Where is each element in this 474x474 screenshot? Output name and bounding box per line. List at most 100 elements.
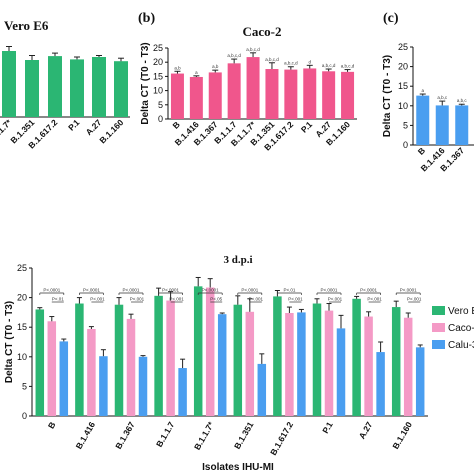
significance-label: P<.001 (90, 297, 105, 302)
significance-letters: a,b,c,d (246, 47, 260, 52)
x-tick-label: B.1.367 (113, 420, 137, 451)
bar-calu-3 (59, 341, 69, 416)
y-tick-label: 0 (403, 140, 408, 150)
bar-caco-2 (403, 317, 413, 416)
y-tick-label: 15 (398, 81, 408, 91)
bar (92, 57, 106, 117)
significance-label: P<.001 (130, 297, 145, 302)
y-tick-label: 15 (17, 322, 27, 332)
bar-calu-3 (415, 347, 425, 416)
significance-label: P<.001 (249, 297, 264, 302)
bar (435, 105, 449, 145)
bar-caco-2 (364, 316, 373, 416)
bar-caco-2 (324, 310, 334, 416)
bar-vero-e6 (193, 286, 203, 416)
x-tick-label: P.1 (299, 119, 315, 135)
bar (341, 71, 355, 119)
bar-calu-3 (257, 363, 267, 416)
x-tick-label: A.27 (357, 420, 375, 441)
significance-label: P<.0001 (43, 288, 60, 293)
significance-letters: a,b (174, 65, 181, 70)
legend-swatch (432, 340, 445, 349)
bar-caco-2 (245, 311, 255, 416)
significance-letters: a,b,c,d (227, 53, 241, 58)
significance-label: P<.0001 (162, 288, 179, 293)
legend-label: Vero E (448, 306, 474, 317)
bar-calu-3 (336, 328, 346, 416)
significance-label: P<.001 (407, 297, 422, 302)
y-tick-label: 0 (158, 114, 163, 124)
bar (70, 59, 84, 117)
y-tick-label: 15 (153, 71, 163, 81)
bar-vero-e6 (391, 307, 401, 416)
legend-swatch (432, 323, 445, 332)
bar-vero-e6 (312, 303, 322, 416)
chart-title: Caco-2 (243, 24, 282, 39)
legend-swatch (432, 306, 445, 315)
significance-letters: a (421, 88, 424, 93)
bar-calu-3 (217, 314, 227, 416)
bar (208, 72, 222, 119)
y-axis-label: Delta CT (T0 - T3) (140, 42, 151, 124)
y-tick-label: 0 (22, 411, 27, 421)
bar (284, 69, 298, 119)
panel-letter: (c) (383, 11, 399, 26)
significance-label: P<.0001 (202, 288, 219, 293)
significance-label: P<.001 (288, 297, 303, 302)
significance-letters: a (195, 70, 198, 75)
bar (227, 63, 241, 119)
bar-caco-2 (205, 287, 215, 416)
y-tick-label: 25 (153, 43, 163, 53)
bar-caco-2 (47, 321, 57, 416)
y-tick-label: 20 (153, 57, 163, 67)
bar (416, 95, 430, 145)
bar-caco-2 (166, 300, 175, 416)
significance-label: P<.0001 (321, 288, 338, 293)
legend-label: Calu-3 (448, 340, 474, 351)
bar-calu-3 (138, 356, 148, 416)
x-tick-label: B.1.1.7 (154, 420, 176, 449)
y-tick-label: 25 (17, 263, 27, 273)
bar (25, 60, 39, 117)
bar-vero-e6 (233, 304, 243, 416)
y-axis-label: Delta CT (T0 - T3) (382, 55, 393, 137)
significance-label: P<.0001 (360, 288, 377, 293)
significance-label: P<.0001 (241, 288, 258, 293)
bar-vero-e6 (35, 309, 45, 416)
bar (2, 51, 16, 117)
x-tick-label: P.1 (320, 420, 335, 435)
panel-d-grouped: 3 d.p.i 0 5 10 15 20 25 Delta CT (T0 - T3) Isola… (4, 254, 474, 473)
bar (246, 57, 260, 119)
significance-label: P<.001 (367, 297, 382, 302)
y-tick-label: 10 (153, 86, 163, 96)
y-tick-label: 10 (17, 352, 27, 362)
bar-calu-3 (297, 312, 306, 416)
bar (114, 61, 128, 117)
bar (48, 56, 62, 117)
significance-letters: a,b (212, 64, 219, 69)
significance-letters: a,b,c,d (265, 57, 279, 62)
significance-letters: a,b,c (457, 98, 468, 103)
bar-vero-e6 (75, 303, 84, 416)
significance-letters: a,b,c,d (284, 61, 298, 66)
bar-vero-e6 (114, 304, 124, 416)
x-tick-label: P.1 (66, 117, 82, 133)
bar (455, 105, 469, 145)
significance-label: P<.01 (52, 297, 64, 302)
bar-calu-3 (99, 356, 108, 416)
bar (322, 71, 336, 119)
bar-vero-e6 (352, 298, 361, 416)
significance-letters: a,b,c,d (322, 63, 336, 68)
bar (265, 69, 279, 119)
significance-label: P<.0001 (83, 288, 100, 293)
significance-label: P<.001 (328, 297, 343, 302)
x-tick-label: B (170, 119, 181, 130)
bar (170, 73, 184, 119)
x-tick-label: B.1.1.7* (192, 419, 216, 451)
x-tick-label: B.1.160 (97, 117, 125, 145)
x-tick-label: B (46, 420, 58, 430)
y-tick-label: 20 (17, 293, 27, 303)
x-tick-label: B.1.617.2 (268, 420, 295, 457)
